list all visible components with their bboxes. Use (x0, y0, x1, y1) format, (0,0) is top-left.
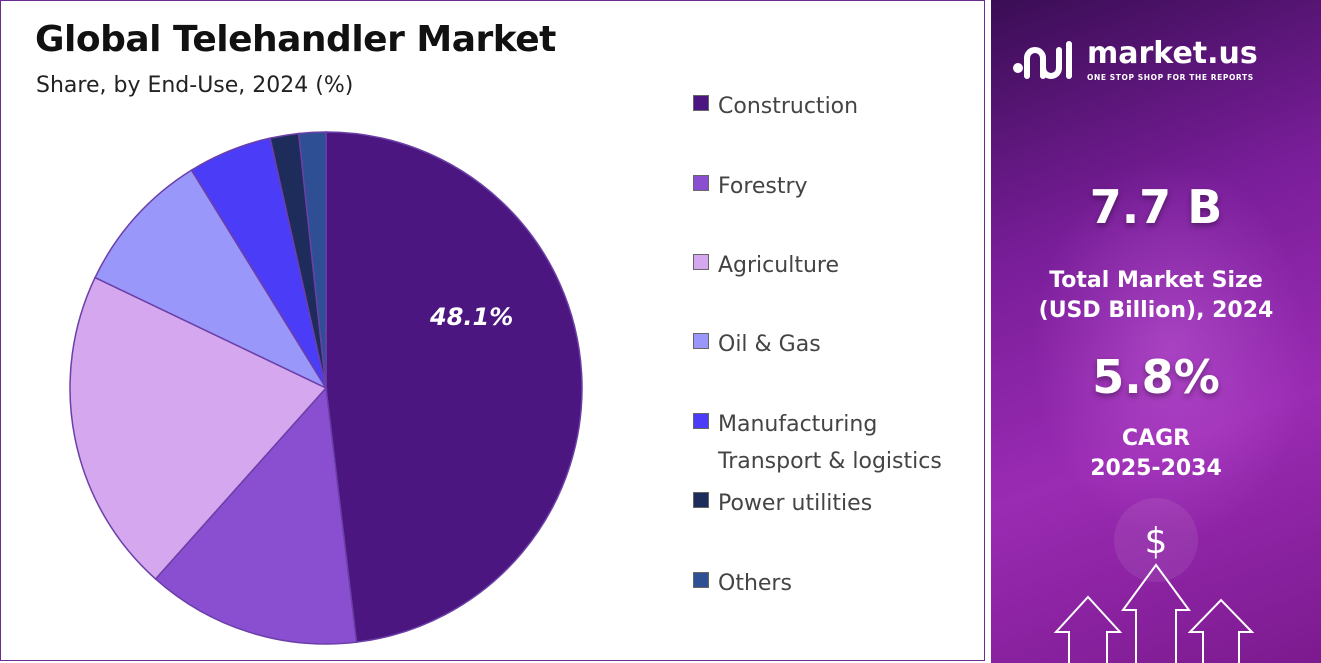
legend-swatch (693, 413, 709, 429)
pie-chart: 48.1% (69, 131, 583, 645)
pie-slice-0 (325, 131, 583, 644)
market-size-label-block: Total Market Size (USD Billion), 2024 (991, 266, 1321, 326)
data-label-0: 48.1% (429, 303, 513, 331)
cagr-value: 5.8% (1092, 350, 1220, 404)
background-glow (1031, 160, 1311, 540)
cagr-label-block: CAGR 2025-2034 (991, 424, 1321, 484)
arrow-up-icon (1121, 563, 1191, 663)
legend-label: Forestry (718, 174, 808, 199)
legend-swatch (693, 254, 709, 270)
legend-swatch (693, 572, 709, 588)
chart-subtitle: Share, by End-Use, 2024 (%) (36, 73, 354, 98)
coin-icon (1114, 498, 1198, 582)
arrow-up-icon (1187, 598, 1255, 663)
pie-slice-3 (94, 169, 328, 390)
chart-panel: Global Telehandler Market Share, by End-… (0, 0, 985, 661)
legend-swatch (693, 175, 709, 191)
legend-item: Construction (693, 88, 858, 125)
legend-swatch (693, 95, 709, 111)
market-size-label: Total Market Size (USD Billion), 2024 (1038, 268, 1274, 323)
legend-label: Power utilities (718, 491, 873, 516)
legend-label: Others (718, 571, 792, 596)
legend-item: Others (693, 565, 792, 602)
legend-label: Agriculture (718, 253, 839, 278)
pie-slice-6 (297, 131, 327, 389)
brand-logo: market.us ONE STOP SHOP FOR THE REPORTS (1011, 38, 1258, 82)
market-size-value: 7.7 B (1089, 180, 1223, 234)
cagr-stat: 5.8% (991, 350, 1321, 404)
chart-title: Global Telehandler Market (35, 19, 556, 60)
legend-label: Construction (718, 94, 859, 119)
legend-swatch (693, 333, 709, 349)
legend-label: Manufacturing Transport & logistics (718, 412, 942, 474)
market-us-logo-icon (1013, 41, 1072, 79)
brand-tagline: ONE STOP SHOP FOR THE REPORTS (1087, 72, 1254, 82)
arrow-up-icon (1053, 595, 1123, 663)
growth-arrows-illustration: $ (1053, 498, 1255, 663)
info-panel: market.us ONE STOP SHOP FOR THE REPORTS … (991, 0, 1321, 663)
legend-swatch (693, 492, 709, 508)
legend-label: Oil & Gas (718, 332, 821, 357)
brand-name: market.us (1087, 35, 1258, 71)
legend-item: Oil & Gas (693, 326, 821, 363)
pie-slice-1 (154, 386, 358, 645)
market-size-stat: 7.7 B (991, 180, 1321, 234)
legend-item: Agriculture (693, 247, 839, 284)
legend-item: Forestry (693, 168, 808, 205)
cagr-label: CAGR 2025-2034 (1090, 426, 1222, 481)
legend-item: Manufacturing Transport & logistics (693, 406, 942, 480)
pie-slice-2 (69, 276, 328, 581)
legend-item: Power utilities (693, 485, 872, 522)
dollar-icon: $ (1145, 521, 1168, 562)
